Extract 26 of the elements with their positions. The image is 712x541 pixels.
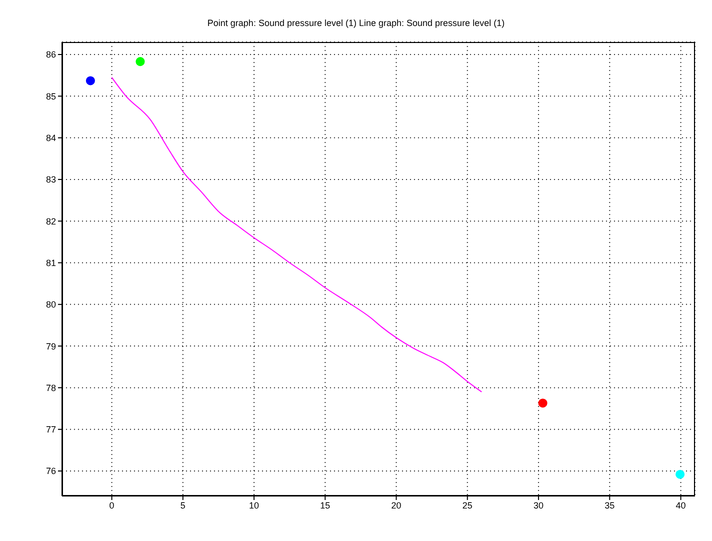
line-series: [111, 76, 482, 392]
x-tick-label: 5: [180, 500, 186, 510]
y-tick-label: 79: [46, 341, 56, 352]
y-tick-label: 82: [46, 216, 56, 226]
x-tick-label: 10: [249, 500, 260, 510]
y-tick-label: 76: [46, 466, 56, 476]
x-tick-label: 25: [462, 500, 472, 510]
y-tick-label: 77: [46, 424, 56, 435]
y-tick-label: 78: [46, 382, 56, 393]
y-tick-label: 85: [46, 91, 56, 102]
y-tick-label: 84: [46, 132, 56, 143]
x-tick-label: 15: [320, 500, 330, 510]
chart-title: Point graph: Sound pressure level (1) Line graph: Sound pressure level (1): [206, 18, 506, 28]
y-tick-label: 83: [46, 174, 56, 185]
x-tick-label: 40: [676, 500, 686, 510]
point: [676, 470, 685, 479]
x-tick-label: 0: [109, 500, 114, 510]
x-tick-label: 30: [534, 500, 544, 510]
point: [86, 76, 95, 86]
point: [136, 57, 145, 66]
x-tick-label: 35: [604, 500, 615, 510]
y-tick-label: 80: [46, 300, 56, 310]
y-tick-label: 86: [46, 50, 56, 60]
y-tick-label: 81: [46, 258, 56, 268]
x-tick-label: 20: [391, 500, 402, 510]
point: [538, 398, 548, 408]
